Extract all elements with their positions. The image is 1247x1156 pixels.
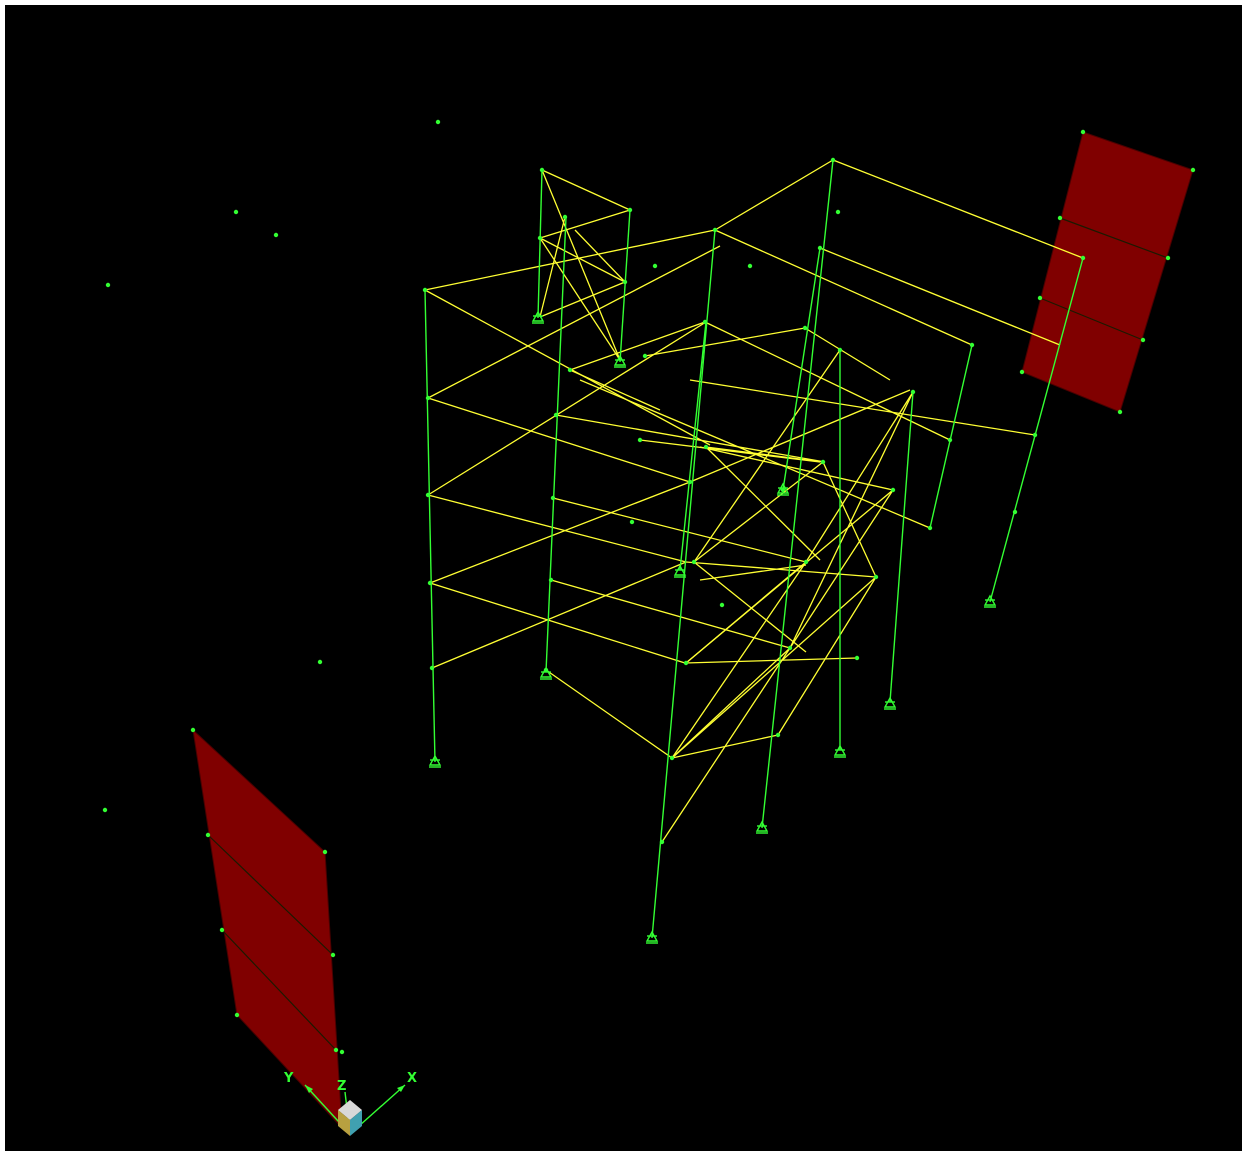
pin-support-icon[interactable] (613, 354, 627, 368)
joint-node[interactable] (787, 645, 793, 651)
area-shell-left-edge (221, 929, 337, 1051)
joint-node[interactable] (837, 347, 843, 353)
joint-node[interactable] (803, 559, 809, 565)
joint-node[interactable] (330, 952, 336, 958)
joint-node[interactable] (102, 807, 108, 813)
axis-x-label: X (407, 1071, 417, 1086)
joint-node[interactable] (1057, 215, 1063, 221)
joint-node[interactable] (435, 119, 441, 125)
joint-node[interactable] (548, 577, 554, 583)
joint-node[interactable] (333, 1047, 339, 1053)
joint-node[interactable] (539, 167, 545, 173)
joint-node[interactable] (669, 755, 675, 761)
joint-node[interactable] (817, 245, 823, 251)
joint-node[interactable] (205, 832, 211, 838)
joint-node[interactable] (969, 342, 975, 348)
joint-node[interactable] (562, 214, 568, 220)
joint-node[interactable] (890, 487, 896, 493)
pin-support-icon[interactable] (833, 744, 847, 758)
view-cube-icon[interactable] (338, 1100, 362, 1136)
joint-node[interactable] (1012, 509, 1018, 515)
joint-node[interactable] (927, 525, 933, 531)
joint-node[interactable] (190, 727, 196, 733)
joint-node[interactable] (219, 927, 225, 933)
joint-node[interactable] (691, 559, 697, 565)
joint-node[interactable] (910, 389, 916, 395)
pin-support-icon[interactable] (883, 696, 897, 710)
joint-node[interactable] (642, 353, 648, 359)
joint-node[interactable] (234, 1012, 240, 1018)
joint-node[interactable] (683, 660, 689, 666)
joint-node[interactable] (775, 732, 781, 738)
joint-node[interactable] (835, 209, 841, 215)
joint-nodes[interactable] (102, 119, 1196, 1055)
joint-node[interactable] (687, 479, 693, 485)
beam-members[interactable] (424, 159, 1084, 843)
joint-node[interactable] (425, 395, 431, 401)
area-objects (192, 131, 1194, 1130)
pin-support-icon[interactable] (539, 666, 553, 680)
joint-node[interactable] (1080, 129, 1086, 135)
joint-node[interactable] (802, 325, 808, 331)
joint-node[interactable] (622, 279, 628, 285)
pin-support-icon[interactable] (755, 820, 769, 834)
joint-node[interactable] (820, 459, 826, 465)
joint-node[interactable] (830, 157, 836, 163)
joint-node[interactable] (702, 319, 708, 325)
joint-node[interactable] (105, 282, 111, 288)
pin-support-icon[interactable] (776, 482, 790, 496)
joint-node[interactable] (947, 437, 953, 443)
model-scene[interactable]: Y Z X (5, 5, 1242, 1151)
joint-node[interactable] (652, 263, 658, 269)
joint-node[interactable] (1140, 337, 1146, 343)
joint-node[interactable] (747, 263, 753, 269)
joint-node[interactable] (712, 227, 718, 233)
axis-z-label: Z (337, 1079, 346, 1094)
joint-node[interactable] (422, 287, 428, 293)
joint-node[interactable] (629, 519, 635, 525)
joint-node[interactable] (425, 492, 431, 498)
pin-support-icon[interactable] (428, 754, 442, 768)
joint-node[interactable] (854, 655, 860, 661)
joint-node[interactable] (1019, 369, 1025, 375)
pin-support-icon[interactable] (983, 594, 997, 608)
joint-node[interactable] (659, 839, 665, 845)
joint-node[interactable] (1190, 167, 1196, 173)
area-shell-left[interactable] (192, 728, 343, 1130)
joint-node[interactable] (1032, 432, 1038, 438)
joint-node[interactable] (703, 444, 709, 450)
pin-support-icon[interactable] (645, 930, 659, 944)
column-members[interactable] (424, 159, 1084, 939)
joint-node[interactable] (719, 602, 725, 608)
joint-node[interactable] (233, 209, 239, 215)
joint-node[interactable] (873, 574, 879, 580)
support-restraints[interactable] (428, 310, 997, 944)
model-3d-viewport[interactable]: Y Z X (5, 5, 1242, 1151)
joint-node[interactable] (1080, 255, 1086, 261)
joint-node[interactable] (427, 580, 433, 586)
axis-triad: Y Z X (283, 1071, 417, 1136)
joint-node[interactable] (567, 367, 573, 373)
area-shell-left-edge (207, 834, 334, 956)
joint-node[interactable] (1165, 255, 1171, 261)
joint-node[interactable] (317, 659, 323, 665)
axis-y-label: Y (283, 1071, 294, 1086)
pin-support-icon[interactable] (673, 564, 687, 578)
joint-node[interactable] (1117, 409, 1123, 415)
joint-node[interactable] (553, 412, 559, 418)
joint-node[interactable] (429, 665, 435, 671)
joint-node[interactable] (1037, 295, 1043, 301)
joint-node[interactable] (627, 207, 633, 213)
area-shell-right[interactable] (1021, 131, 1194, 413)
pin-support-icon[interactable] (531, 310, 545, 324)
joint-node[interactable] (780, 487, 786, 493)
joint-node[interactable] (322, 849, 328, 855)
joint-node[interactable] (273, 232, 279, 238)
joint-node[interactable] (537, 235, 543, 241)
joint-node[interactable] (339, 1049, 345, 1055)
joint-node[interactable] (637, 437, 643, 443)
joint-node[interactable] (550, 495, 556, 501)
area-shell-right-edge (1059, 217, 1169, 259)
area-shell-right-edge (1039, 297, 1144, 341)
